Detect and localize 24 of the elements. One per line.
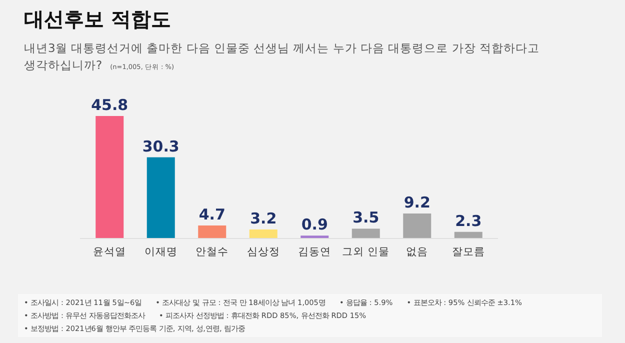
x-tick-label: 윤석열: [93, 246, 126, 258]
bar: [352, 228, 380, 238]
x-tick-label: 이재명: [144, 246, 178, 258]
bar: [96, 116, 124, 238]
data-label: 3.2: [250, 209, 277, 228]
x-tick-label: 없음: [406, 246, 428, 258]
data-label: 2.3: [455, 212, 482, 230]
x-tick-label: 그외 인물: [342, 246, 390, 258]
chart-title: 대선후보 적합도: [24, 6, 171, 33]
bar: [146, 157, 175, 238]
bar: [198, 225, 226, 238]
data-label: 3.5: [352, 208, 380, 227]
data-label: 0.9: [301, 216, 328, 234]
data-label: 9.2: [404, 193, 430, 212]
x-tick-label: 심상정: [246, 246, 280, 258]
data-label: 4.7: [198, 205, 226, 224]
bar: [403, 213, 432, 238]
x-tick-label: 김동연: [298, 246, 332, 258]
bar: [249, 229, 278, 238]
x-tick-label: 잘모름: [452, 246, 485, 258]
data-label: 30.3: [142, 137, 180, 156]
x-tick-label: 안철수: [196, 246, 229, 258]
data-label: 45.8: [91, 96, 128, 114]
bar: [454, 232, 482, 238]
